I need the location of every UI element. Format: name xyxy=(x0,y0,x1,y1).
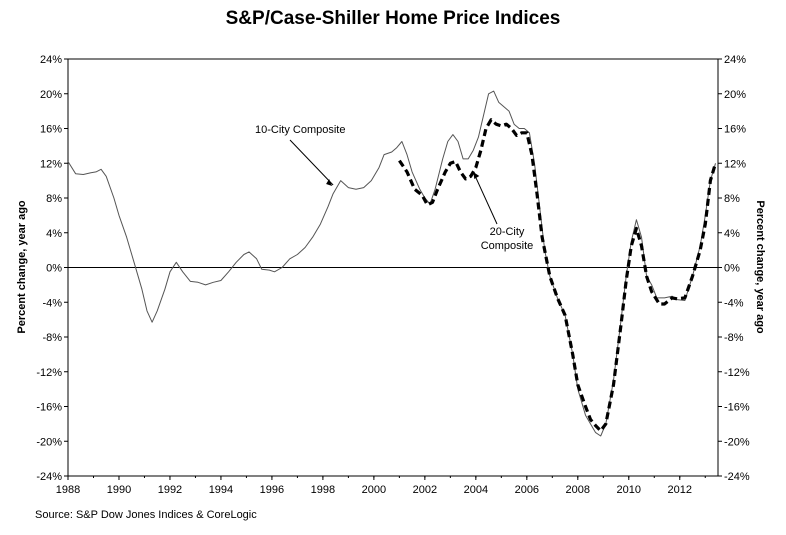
x-tick-label: 1998 xyxy=(311,484,335,496)
tick-labels: 24% 24% 20% 20% 16% 16% 12% 12% 8% 8% 4% 4% 0% 0% -4% -… xyxy=(36,54,750,496)
x-tick-label: 1996 xyxy=(260,484,284,496)
annotation-arrowhead-10-city xyxy=(326,178,333,186)
x-tick-label: 1994 xyxy=(209,484,233,496)
y-tick-label-left: 16% xyxy=(40,124,62,136)
x-tick-label: 1992 xyxy=(158,484,182,496)
y-axis-label-right: Percent change, year ago xyxy=(754,200,766,334)
y-axis-label-left: Percent change, year ago xyxy=(16,200,28,334)
y-tick-label-right: 8% xyxy=(724,193,740,205)
y-tick-label-right: -16% xyxy=(724,402,750,414)
y-tick-label-left: -12% xyxy=(36,367,62,379)
y-tick-label-left: 0% xyxy=(46,263,62,275)
y-tick-label-left: 4% xyxy=(46,228,62,240)
x-tick-label: 1988 xyxy=(56,484,80,496)
y-tick-label-right: -8% xyxy=(724,332,744,344)
x-tick-label: 2008 xyxy=(566,484,590,496)
y-tick-label-left: 24% xyxy=(40,54,62,66)
annotation-leader-10-city xyxy=(289,139,334,186)
y-tick-label-right: 16% xyxy=(724,124,746,136)
annotation-20-city-line1: 20-City xyxy=(490,226,525,238)
y-tick-label-left: -24% xyxy=(36,471,62,483)
y-tick-label-left: -4% xyxy=(42,297,62,309)
y-tick-label-right: -12% xyxy=(724,367,750,379)
y-tick-label-right: 0% xyxy=(724,263,740,275)
y-tick-label-right: -20% xyxy=(724,436,750,448)
y-tick-label-left: -20% xyxy=(36,436,62,448)
x-tick-label: 2010 xyxy=(617,484,641,496)
y-tick-label-right: 24% xyxy=(724,54,746,66)
x-tick-label: 2004 xyxy=(464,484,488,496)
y-tick-label-right: -24% xyxy=(724,471,750,483)
series-line-20-city xyxy=(398,118,718,433)
x-tick-label: 2006 xyxy=(515,484,539,496)
y-tick-label-left: -8% xyxy=(42,332,62,344)
y-tick-label-left: 20% xyxy=(40,89,62,101)
x-tick-label: 2002 xyxy=(413,484,437,496)
y-tick-label-left: 12% xyxy=(40,158,62,170)
chart-title: S&P/Case-Shiller Home Price Indices xyxy=(225,8,561,29)
y-tick-label-right: 20% xyxy=(724,89,746,101)
annotation-10-city: 10-City Composite xyxy=(255,124,345,136)
source-note: Source: S&P Dow Jones Indices & CoreLogi… xyxy=(35,509,257,521)
x-tick-label: 1990 xyxy=(107,484,131,496)
series-lines xyxy=(67,90,718,437)
annotation-20-city-line2: Composite xyxy=(481,240,534,252)
annotations: 10-City Composite 20-City Composite xyxy=(255,124,533,252)
annotation-arrowhead-20-city xyxy=(473,171,480,179)
series-line-10-city xyxy=(67,90,716,437)
y-tick-label-right: -4% xyxy=(724,297,744,309)
y-tick-label-right: 12% xyxy=(724,158,746,170)
x-tick-label: 2012 xyxy=(668,484,692,496)
annotation-leader-20-city xyxy=(472,171,498,225)
axes xyxy=(64,58,722,480)
y-tick-label-right: 4% xyxy=(724,228,740,240)
x-tick-label: 2000 xyxy=(362,484,386,496)
y-tick-label-left: -16% xyxy=(36,402,62,414)
y-tick-label-left: 8% xyxy=(46,193,62,205)
